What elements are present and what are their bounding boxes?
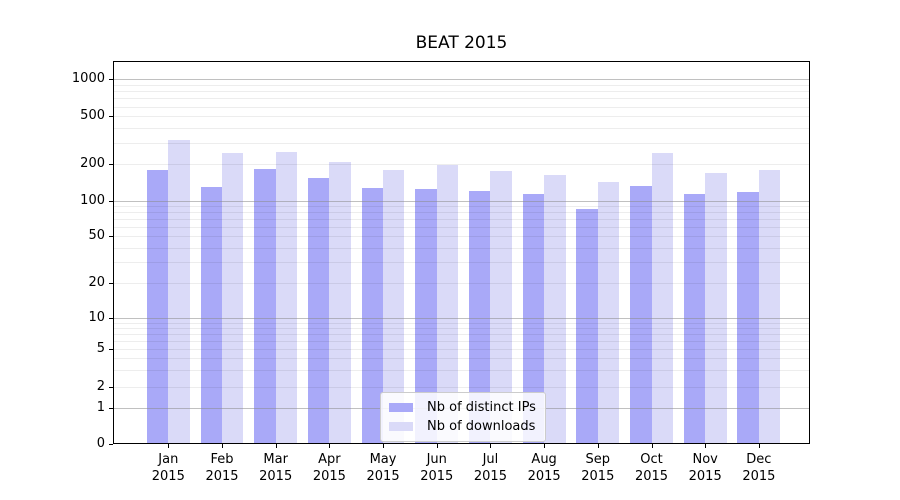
bar-distinct-ips (146, 170, 169, 444)
x-tick-label: Mar 2015 (259, 452, 293, 484)
bar-downloads (383, 170, 405, 444)
bar-downloads (275, 151, 298, 444)
minor-gridline (114, 84, 809, 86)
bar-distinct-ips (307, 178, 330, 444)
bar-downloads (597, 181, 620, 444)
x-tick-mark (168, 444, 170, 448)
bar-distinct-ips (737, 192, 759, 444)
y-tick-mark (109, 200, 113, 202)
y-tick-label: 20 (88, 275, 105, 291)
bar-distinct-ips (576, 208, 598, 444)
bar-distinct-ips (415, 189, 437, 444)
x-tick-label: Sep 2015 (581, 452, 615, 484)
y-tick-label: 500 (80, 108, 105, 124)
bar-distinct-ips (361, 187, 384, 444)
top-spine (113, 61, 810, 62)
x-tick-label: Jan 2015 (151, 452, 185, 484)
bar-distinct-ips (630, 185, 652, 444)
legend-label-distinct-ips: Nb of distinct IPs (427, 400, 536, 415)
x-tick-label: Oct 2015 (634, 452, 669, 484)
x-tick-mark (705, 444, 707, 448)
x-tick-mark (758, 444, 760, 448)
y-tick-label: 200 (80, 156, 105, 172)
left-spine (113, 61, 114, 444)
y-tick-mark (109, 79, 113, 81)
bar-downloads (705, 173, 727, 444)
y-tick-label: 100 (80, 192, 105, 208)
minor-gridline (114, 98, 809, 100)
minor-gridline (114, 164, 809, 166)
x-tick-mark (544, 444, 546, 448)
x-tick-label: Feb 2015 (205, 452, 239, 484)
minor-gridline (114, 127, 809, 129)
bar-downloads (544, 175, 566, 444)
y-tick-mark (109, 443, 113, 445)
plot-area (113, 61, 810, 444)
bar-downloads (651, 153, 673, 444)
minor-gridline (114, 116, 809, 118)
y-tick-mark (109, 164, 113, 166)
bar-downloads (758, 169, 781, 444)
x-tick-mark (490, 444, 492, 448)
x-tick-label: Nov 2015 (688, 452, 722, 484)
x-tick-mark (651, 444, 653, 448)
minor-gridline (114, 106, 809, 108)
x-tick-label: Aug 2015 (527, 452, 561, 484)
y-tick-mark (109, 318, 113, 320)
minor-gridline (114, 91, 809, 93)
bar-distinct-ips (254, 168, 276, 444)
x-tick-label: Dec 2015 (742, 452, 776, 484)
y-tick-label: 1000 (71, 71, 105, 87)
bar-downloads (221, 153, 244, 444)
legend-item-downloads: Nb of downloads (387, 417, 539, 436)
bar-downloads (436, 165, 459, 444)
bottom-spine (113, 443, 810, 444)
bar-distinct-ips (683, 193, 706, 444)
chart-title: BEAT 2015 (415, 33, 508, 53)
x-tick-mark (383, 444, 385, 448)
legend-swatch-distinct-ips (389, 403, 413, 412)
bar-downloads (329, 161, 351, 444)
y-tick-label: 1 (96, 400, 105, 416)
x-tick-label: Jun 2015 (420, 452, 454, 484)
major-gridline (114, 79, 809, 81)
legend: Nb of distinct IPs Nb of downloads (380, 392, 546, 442)
y-tick-mark (109, 349, 113, 350)
x-tick-mark (436, 444, 438, 448)
bar-distinct-ips (200, 186, 222, 444)
x-tick-mark (275, 444, 277, 448)
x-tick-mark (329, 444, 331, 448)
x-tick-mark (597, 444, 599, 448)
y-tick-label: 5 (96, 341, 105, 356)
x-tick-label: Apr 2015 (312, 452, 346, 484)
x-tick-mark (221, 444, 223, 448)
right-spine (809, 61, 810, 444)
minor-gridline (114, 143, 809, 145)
y-tick-mark (109, 283, 113, 285)
x-tick-label: Jul 2015 (473, 452, 507, 484)
y-tick-mark (109, 116, 113, 118)
x-tick-label: May 2015 (366, 452, 400, 484)
y-tick-mark (109, 387, 113, 389)
legend-item-distinct-ips: Nb of distinct IPs (387, 398, 539, 417)
bar-distinct-ips (469, 190, 491, 444)
y-tick-label: 50 (88, 228, 105, 243)
y-tick-mark (109, 236, 113, 237)
legend-label-downloads: Nb of downloads (427, 419, 536, 434)
y-tick-mark (109, 408, 113, 410)
y-tick-label: 0 (96, 435, 105, 451)
y-tick-label: 2 (96, 379, 105, 395)
bar-downloads (168, 140, 190, 444)
y-tick-label: 10 (88, 310, 105, 326)
bar-downloads (490, 171, 512, 444)
legend-swatch-downloads (389, 422, 413, 431)
